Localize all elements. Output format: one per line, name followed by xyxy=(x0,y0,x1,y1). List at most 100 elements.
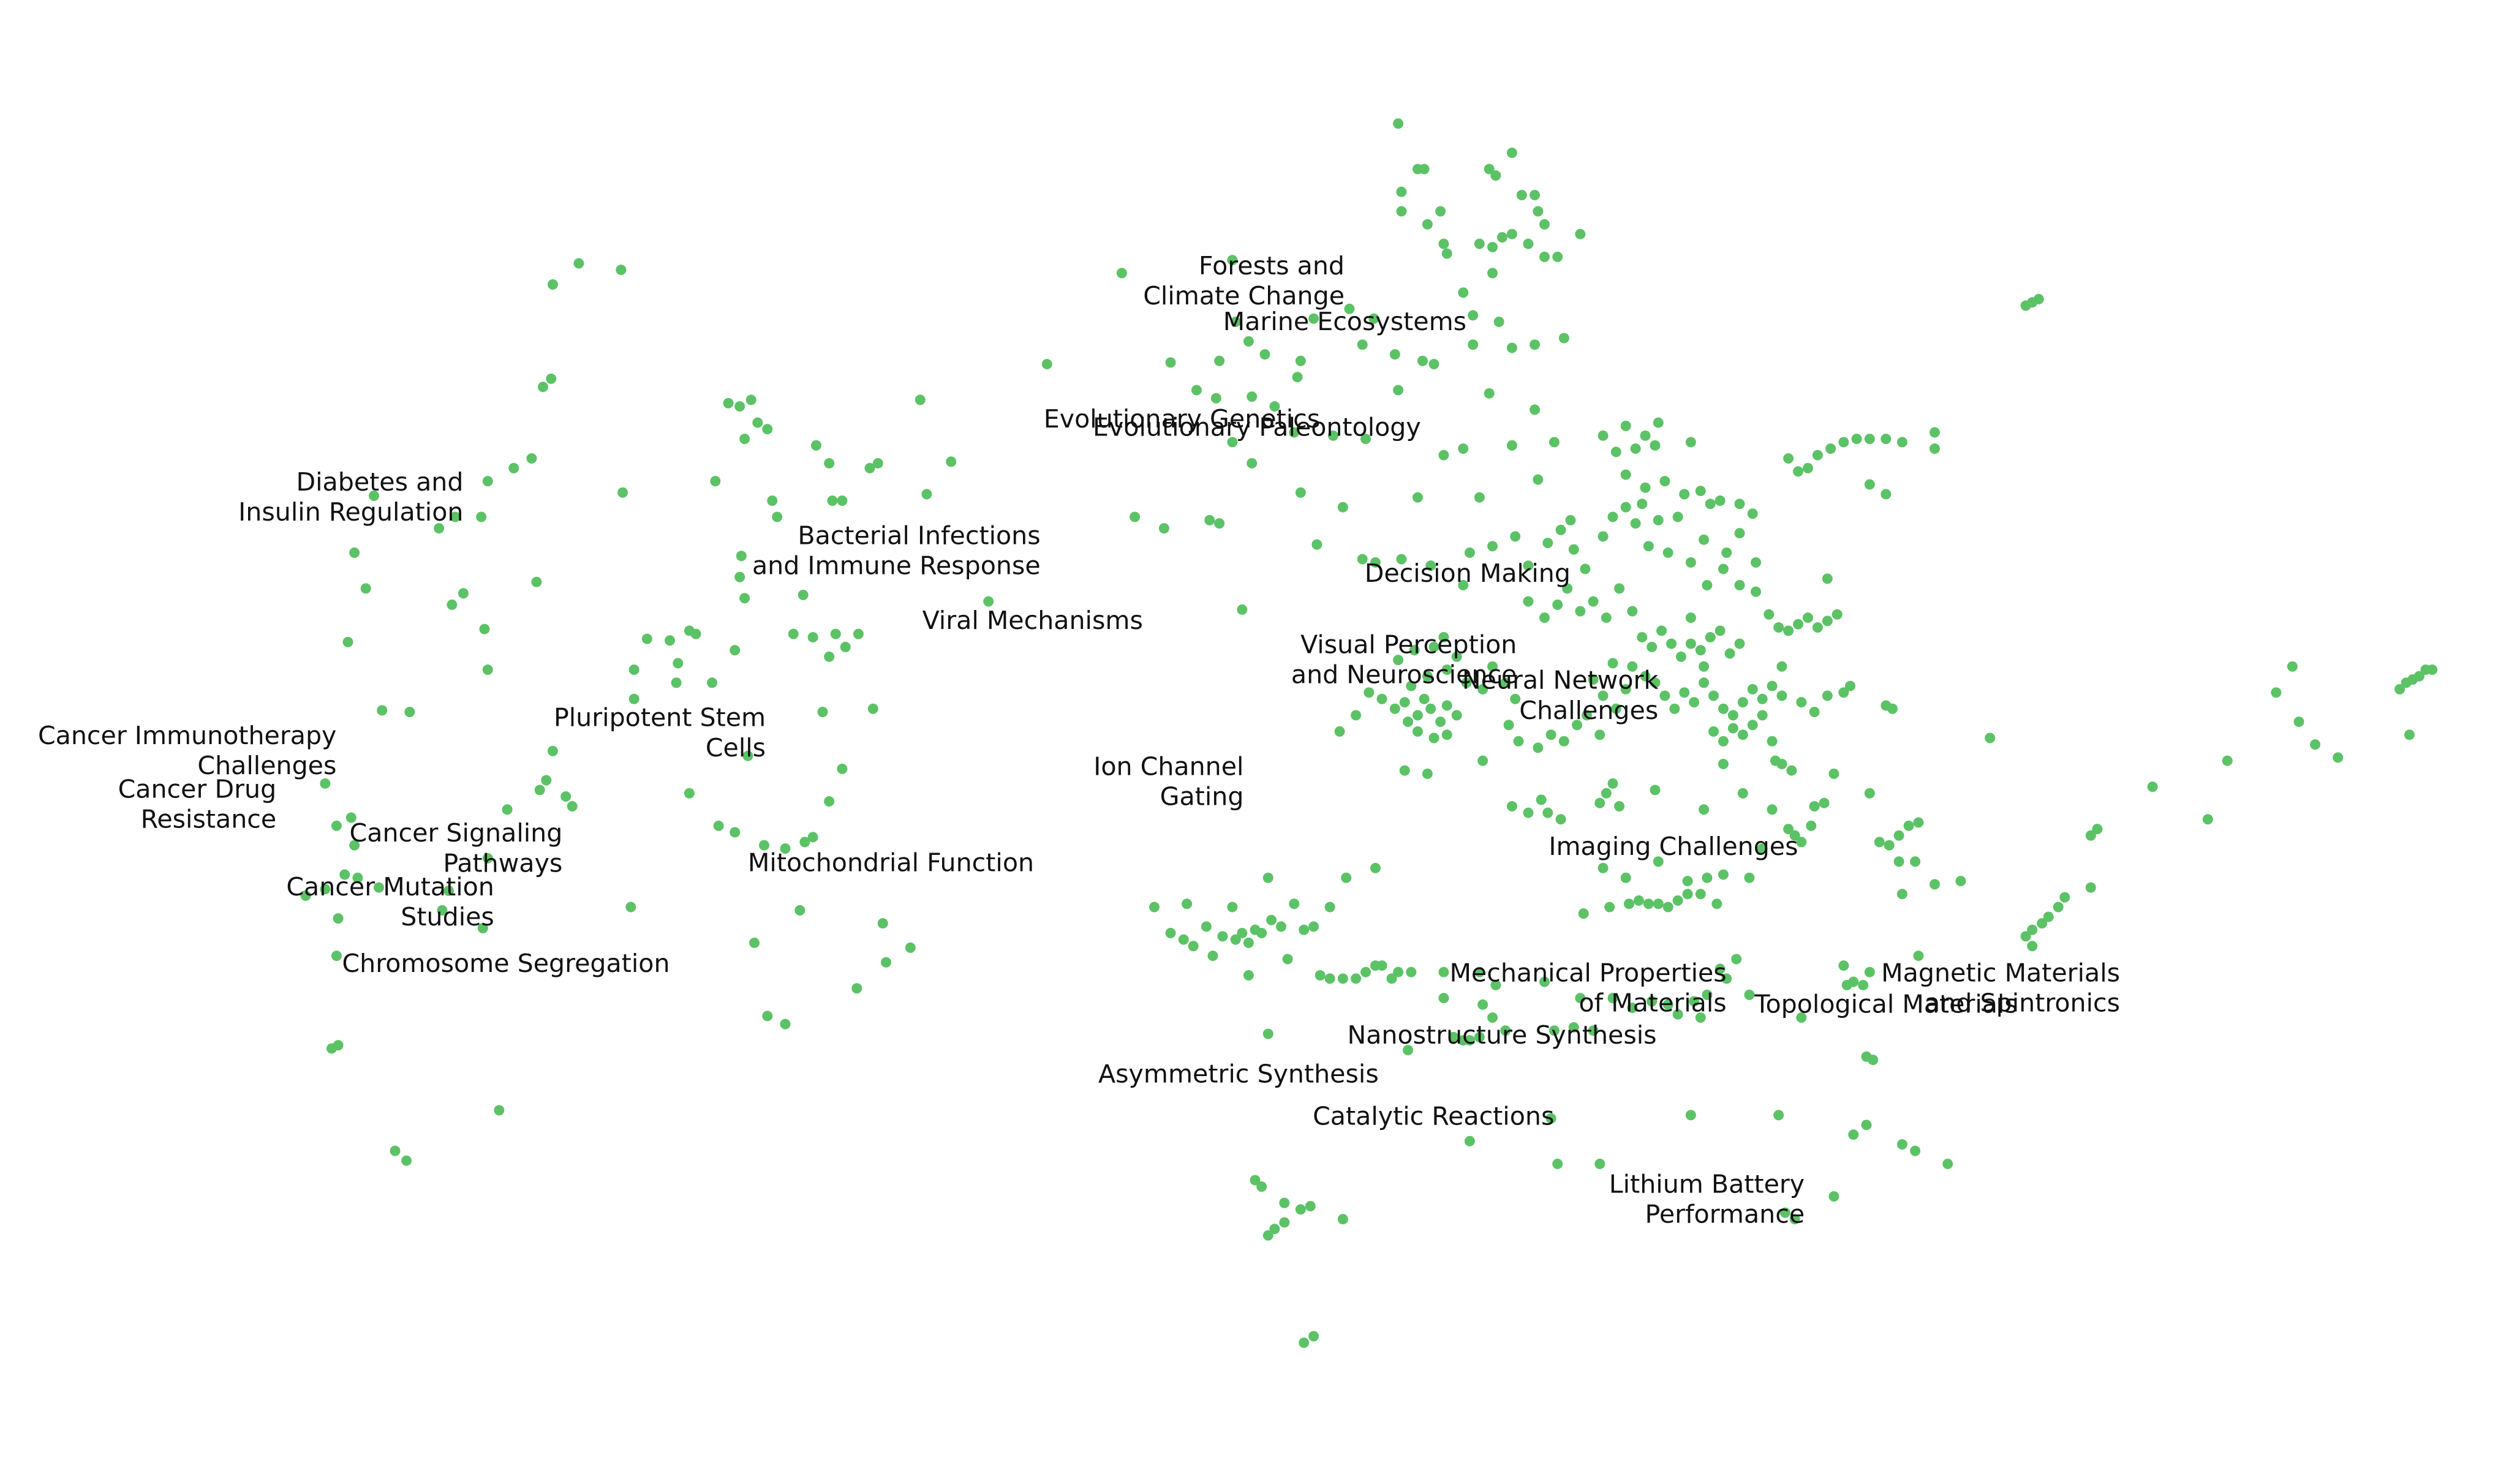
data-point xyxy=(1227,255,1238,266)
data-point xyxy=(1262,1028,1273,1039)
data-point xyxy=(1727,710,1738,721)
points-layer xyxy=(300,118,2438,1348)
data-point xyxy=(628,665,639,676)
data-point xyxy=(1552,1158,1563,1169)
data-point xyxy=(1493,317,1504,328)
data-point xyxy=(730,645,741,656)
data-point xyxy=(1819,797,1830,808)
data-point xyxy=(458,588,469,599)
data-point xyxy=(1523,560,1534,571)
data-point xyxy=(1438,450,1449,461)
data-point xyxy=(320,884,331,895)
data-point xyxy=(1422,219,1433,230)
data-point xyxy=(1412,726,1423,737)
data-point xyxy=(1896,889,1907,900)
data-point xyxy=(1438,631,1449,642)
data-point xyxy=(1552,599,1563,610)
data-point xyxy=(1558,736,1569,747)
cluster-label: Cancer Immunotherapy Challenges xyxy=(38,721,336,780)
data-point xyxy=(1588,674,1599,685)
data-point xyxy=(1672,511,1683,522)
data-point xyxy=(817,707,828,718)
data-point xyxy=(494,1105,505,1116)
data-point xyxy=(1530,404,1541,415)
data-point xyxy=(1188,941,1199,952)
data-point xyxy=(2427,665,2438,676)
data-point xyxy=(1588,596,1599,607)
data-point xyxy=(1337,973,1348,984)
data-point xyxy=(1812,450,1823,461)
data-point xyxy=(1568,1022,1579,1033)
data-point xyxy=(780,843,791,854)
data-point xyxy=(1412,492,1423,503)
data-point xyxy=(1542,807,1553,818)
data-point xyxy=(1237,928,1248,938)
data-point xyxy=(1389,349,1400,360)
cluster-label: Asymmetric Synthesis xyxy=(1098,1060,1379,1089)
data-point xyxy=(1530,190,1541,200)
data-point xyxy=(331,820,342,831)
data-point xyxy=(1724,648,1735,659)
data-point xyxy=(1243,970,1254,981)
data-point xyxy=(2394,683,2405,695)
data-point xyxy=(1438,966,1449,977)
data-point xyxy=(1699,804,1710,815)
data-point xyxy=(1822,573,1833,584)
data-point xyxy=(560,791,572,802)
data-point xyxy=(1893,830,1904,841)
data-point xyxy=(1848,1129,1859,1140)
data-point xyxy=(1734,528,1745,539)
data-point xyxy=(1386,973,1397,984)
data-point xyxy=(840,641,851,652)
data-point xyxy=(1279,1217,1290,1228)
data-point xyxy=(1545,1113,1556,1124)
data-point xyxy=(1477,755,1488,766)
data-point xyxy=(477,923,488,934)
data-point xyxy=(1247,457,1258,469)
data-point xyxy=(1702,989,1713,1000)
data-point xyxy=(1848,976,1859,987)
data-point xyxy=(1627,1003,1638,1014)
data-point xyxy=(762,424,773,435)
data-point xyxy=(373,882,384,893)
data-point xyxy=(1893,856,1904,867)
data-point xyxy=(767,495,778,506)
cluster-label: Lithium Battery Performance xyxy=(1609,1170,1805,1229)
cluster-label: Catalytic Reactions xyxy=(1313,1102,1554,1131)
data-point xyxy=(349,547,360,558)
data-point xyxy=(1708,690,1719,701)
data-point xyxy=(1727,723,1738,734)
data-point xyxy=(1643,541,1654,552)
data-point xyxy=(1464,1035,1475,1046)
data-point xyxy=(333,913,344,924)
data-point xyxy=(320,778,331,789)
data-point xyxy=(1523,238,1534,249)
data-point xyxy=(1299,924,1310,935)
data-point xyxy=(1858,979,1869,990)
data-point xyxy=(401,1155,412,1166)
data-point xyxy=(1474,492,1485,503)
data-point xyxy=(526,453,537,464)
data-point xyxy=(799,837,810,848)
data-point xyxy=(1575,993,1586,1004)
data-point xyxy=(1487,241,1498,252)
data-point xyxy=(915,394,926,405)
data-point xyxy=(1598,690,1609,701)
data-point xyxy=(616,265,627,276)
data-point xyxy=(1409,645,1420,656)
data-point xyxy=(739,593,750,604)
data-point xyxy=(1165,928,1176,938)
cluster-label: Bacterial Infections and Immune Response xyxy=(752,521,1041,580)
data-point xyxy=(2085,830,2096,841)
data-point xyxy=(921,489,932,500)
data-point xyxy=(1685,1110,1696,1121)
data-point xyxy=(1695,889,1706,900)
data-point xyxy=(1650,677,1661,688)
data-point xyxy=(377,705,388,716)
data-point xyxy=(390,1145,401,1156)
data-point xyxy=(1607,778,1618,789)
data-point xyxy=(1130,511,1141,522)
data-point xyxy=(739,434,750,445)
data-point xyxy=(1292,372,1303,383)
data-point xyxy=(1247,391,1258,402)
